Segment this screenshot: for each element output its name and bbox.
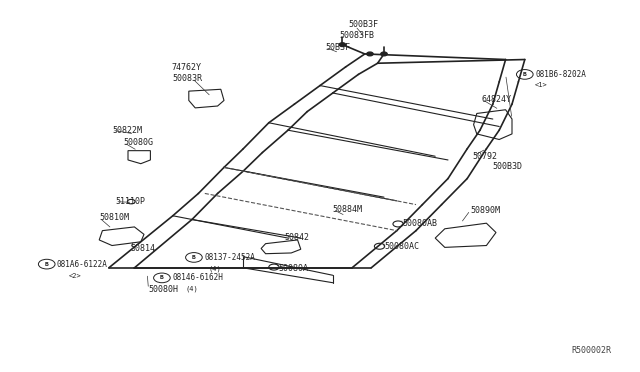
- Text: 50083FB: 50083FB: [339, 31, 374, 40]
- Text: B: B: [45, 262, 49, 267]
- Text: <1>: <1>: [535, 82, 548, 88]
- Text: 50792: 50792: [472, 152, 497, 161]
- Text: (4): (4): [186, 286, 198, 292]
- Text: <2>: <2>: [68, 273, 81, 279]
- Text: 50890M: 50890M: [470, 206, 500, 215]
- Text: 50080G: 50080G: [124, 138, 154, 147]
- Text: B: B: [192, 255, 196, 260]
- Text: 500B3D: 500B3D: [493, 162, 523, 171]
- Text: 50080H: 50080H: [148, 285, 179, 294]
- Text: B: B: [523, 72, 527, 77]
- Text: 50814: 50814: [130, 244, 155, 253]
- Text: 50B3F: 50B3F: [325, 43, 350, 52]
- Text: 74762Y: 74762Y: [172, 63, 202, 72]
- Text: 081A6-6122A: 081A6-6122A: [57, 260, 108, 269]
- Circle shape: [381, 52, 387, 56]
- Text: 50080A: 50080A: [278, 264, 308, 273]
- Text: 08146-6162H: 08146-6162H: [172, 273, 223, 282]
- Text: 50810M: 50810M: [99, 213, 129, 222]
- Text: 64824Y: 64824Y: [482, 95, 512, 104]
- Text: 08137-2452A: 08137-2452A: [204, 253, 255, 262]
- Text: 50842: 50842: [285, 233, 310, 242]
- Text: B: B: [160, 275, 164, 280]
- Text: 500B3F: 500B3F: [349, 20, 379, 29]
- Circle shape: [339, 43, 346, 46]
- Text: 50080AB: 50080AB: [402, 219, 437, 228]
- Text: 50884M: 50884M: [333, 205, 363, 214]
- Circle shape: [367, 52, 373, 56]
- Text: 50083R: 50083R: [173, 74, 203, 83]
- Text: R500002R: R500002R: [571, 346, 611, 355]
- Text: 081B6-8202A: 081B6-8202A: [535, 70, 586, 79]
- Text: 50080AC: 50080AC: [384, 242, 419, 251]
- Text: (4): (4): [208, 265, 221, 272]
- Text: 50822M: 50822M: [112, 126, 142, 135]
- Text: 51110P: 51110P: [115, 197, 145, 206]
